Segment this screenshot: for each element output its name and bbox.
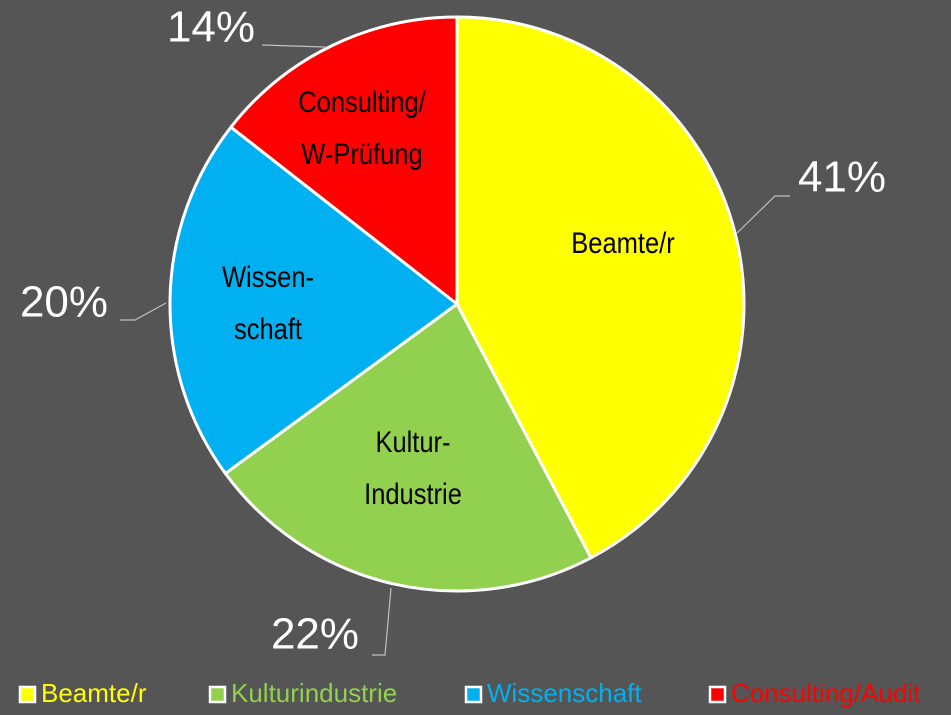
pie-slice — [229, 15, 459, 306]
legend-swatch — [208, 685, 227, 704]
legend-label: Wissenschaft — [487, 678, 642, 708]
legend-label: Consulting/Audit — [731, 678, 921, 708]
leader-line — [261, 44, 326, 48]
pie-slice — [455, 15, 746, 560]
slice-label: Consulting/ — [298, 85, 426, 118]
legend-swatch — [18, 685, 37, 704]
leader-line — [372, 587, 392, 656]
leader-line — [736, 195, 790, 234]
pie-slice — [223, 302, 593, 593]
slice-label: Industrie — [364, 477, 462, 510]
legend-swatch — [464, 685, 483, 704]
legend-label: Beamte/r — [41, 678, 147, 708]
value-label: 20% — [20, 278, 108, 327]
legend-swatch — [708, 685, 727, 704]
legend-label: Kulturindustrie — [231, 678, 397, 708]
slice-label: schaft — [234, 312, 302, 345]
slice-label: W-Prüfung — [301, 137, 422, 170]
slice-label: Wissen- — [222, 260, 314, 293]
value-label: 22% — [271, 610, 359, 659]
value-label: 14% — [167, 3, 255, 52]
value-label: 41% — [798, 153, 886, 202]
leader-line — [120, 302, 167, 321]
pie-slice — [168, 125, 459, 475]
slice-label: Kultur- — [375, 425, 450, 458]
slice-label: Beamte/r — [571, 226, 674, 259]
